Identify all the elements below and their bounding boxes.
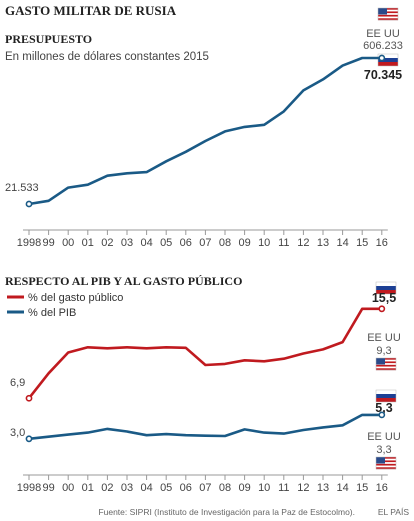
gasto-publico-point (378, 305, 386, 313)
legend-label-blue: % del PIB (28, 307, 76, 319)
x-tick-label: 10 (258, 237, 270, 249)
x-tick-label: 99 (42, 482, 54, 494)
end-value-label: 70.345 (364, 68, 402, 82)
russia-flag-icon (375, 389, 397, 403)
us-value-1: 9,3 (376, 345, 391, 357)
gasto-publico-point (25, 394, 33, 402)
budget-chart-title: PRESUPUESTO (5, 32, 92, 46)
us-flag-icon (375, 357, 397, 371)
x-tick-label: 10 (258, 482, 270, 494)
source-note: Fuente: SIPRI (Instituto de Investigació… (98, 507, 355, 517)
x-tick-label: 04 (140, 482, 152, 494)
x-tick-label: 13 (317, 237, 329, 249)
blue-start-label: 3,0 (10, 427, 25, 439)
pib-point (378, 411, 386, 419)
budget-point (378, 54, 386, 62)
x-tick-label: 02 (101, 482, 113, 494)
x-tick-label: 07 (199, 237, 211, 249)
x-tick-label: 04 (140, 237, 152, 249)
gasto-publico-line (27, 307, 382, 400)
budget-chart-subtitle: En millones de dólares constantes 2015 (5, 51, 209, 63)
x-tick-label: 1998 (17, 482, 41, 494)
x-tick-label: 12 (297, 237, 309, 249)
blue-end-label: 5,3 (375, 401, 392, 415)
x-tick-label: 09 (238, 482, 250, 494)
pib-line (28, 413, 382, 441)
x-tick-label: 07 (199, 482, 211, 494)
red-end-label: 15,5 (372, 291, 396, 305)
x-tick-label: 00 (62, 237, 74, 249)
x-tick-label: 01 (82, 482, 94, 494)
x-tick-label: 15 (356, 237, 368, 249)
us-value: 606.233 (363, 40, 403, 52)
us-label-1: EE UU (367, 332, 401, 344)
x-tick-label: 14 (336, 237, 348, 249)
x-tick-label: 15 (356, 482, 368, 494)
x-tick-label: 05 (160, 237, 172, 249)
x-tick-label: 12 (297, 482, 309, 494)
pib-point (25, 435, 33, 443)
x-tick-label: 09 (238, 237, 250, 249)
credit: EL PAÍS (378, 507, 410, 517)
russia-flag-icon (377, 53, 399, 67)
x-tick-label: 05 (160, 482, 172, 494)
x-tick-label: 06 (180, 482, 192, 494)
red-start-label: 6,9 (10, 377, 25, 389)
x-tick-label: 11 (278, 237, 289, 249)
budget-point (25, 200, 33, 208)
x-tick-label: 99 (42, 237, 54, 249)
x-tick-label: 16 (376, 237, 388, 249)
x-tick-label: 16 (376, 482, 388, 494)
figure-title: GASTO MILITAR DE RUSIA (5, 3, 177, 18)
pct-chart-title: RESPECTO AL PIB Y AL GASTO PÚBLICO (5, 274, 242, 288)
legend: % del gasto público % del PIB (7, 292, 123, 319)
x-tick-label: 06 (180, 237, 192, 249)
budget-chart: PRESUPUESTO En millones de dólares const… (5, 7, 403, 249)
x-tick-label: 03 (121, 482, 133, 494)
russia-flag-icon (375, 281, 397, 295)
x-tick-label: 08 (219, 482, 231, 494)
budget-line (28, 56, 382, 206)
x-tick-label: 02 (101, 237, 113, 249)
start-value-label: 21.533 (5, 182, 39, 194)
x-tick-label: 11 (278, 482, 289, 494)
x-tick-label: 08 (219, 237, 231, 249)
x-tick-label: 00 (62, 482, 74, 494)
x-tick-label: 14 (336, 482, 348, 494)
legend-label-red: % del gasto público (28, 292, 123, 304)
pct-chart: RESPECTO AL PIB Y AL GASTO PÚBLICO % del… (5, 274, 401, 494)
us-label: EE UU (366, 28, 400, 40)
x-tick-label: 1998 (17, 237, 41, 249)
us-flag-icon (375, 456, 397, 470)
x-tick-label: 01 (82, 237, 94, 249)
us-flag-icon (377, 7, 399, 21)
x-tick-label: 13 (317, 482, 329, 494)
us-value-2: 3,3 (376, 444, 391, 456)
x-tick-label: 03 (121, 237, 133, 249)
us-label-2: EE UU (367, 431, 401, 443)
